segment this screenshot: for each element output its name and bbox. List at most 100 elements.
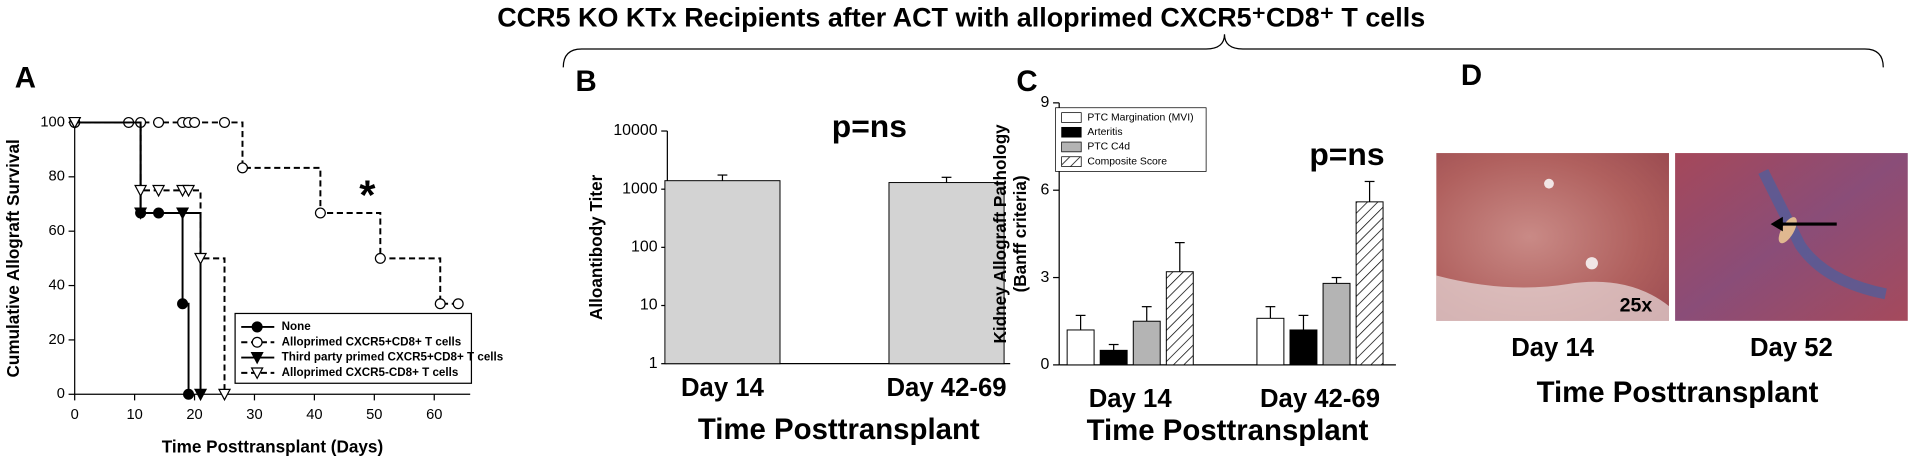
legend-label: Third party primed CXCR5+CD8+ T cells [282, 351, 504, 364]
y-tick-label: 100 [631, 239, 658, 256]
marker [374, 252, 386, 264]
panel-label: C [1016, 65, 1037, 98]
x-axis-label: Time Posttransplant [1087, 414, 1369, 447]
y-tick-label: 6 [1041, 181, 1050, 198]
y-tick-label: 100 [40, 114, 65, 130]
marker [183, 388, 195, 400]
y-tick-label: 0 [1041, 356, 1050, 373]
y-tick-label: 10 [640, 297, 658, 314]
x-tick-label: 0 [71, 407, 79, 423]
x-tick-label: 50 [366, 407, 382, 423]
legend-marker [250, 352, 264, 365]
bar [1099, 349, 1128, 366]
survival-line [74, 121, 190, 395]
marker [434, 298, 446, 310]
legend-swatch [1061, 112, 1082, 123]
y-tick-label: 20 [49, 332, 65, 348]
marker [218, 116, 231, 128]
panel-label: A [15, 61, 36, 94]
x-axis-label: Time Posttransplant (Days) [162, 437, 383, 457]
bar [1355, 201, 1384, 366]
tissue-edge [1436, 275, 1669, 321]
marker [134, 207, 148, 220]
x-axis-label: Time Posttransplant [698, 413, 980, 446]
bar [1132, 320, 1161, 366]
legend-marker [250, 367, 264, 380]
x-tick-label: 40 [306, 407, 322, 423]
panel-d: D 25x Day 14 Day 52 Time Posttransplant [1436, 59, 1908, 409]
marker [182, 184, 196, 198]
annotation: * [359, 171, 376, 218]
x-tick-label: 10 [126, 407, 142, 423]
annotation: p=ns [1309, 136, 1384, 172]
legend-label: Alloprimed CXCR5-CD8+ T cells [282, 366, 459, 379]
survival-line [74, 121, 459, 305]
marker [236, 162, 248, 174]
legend-marker [251, 321, 263, 333]
legend-box [234, 312, 473, 384]
marker [189, 116, 201, 128]
marker [194, 252, 208, 266]
fibrosis [1758, 168, 1887, 300]
y-axis-label: Alloantibody Titer [586, 174, 606, 320]
y-tick-label: 3 [1041, 269, 1050, 286]
legend-label: PTC C4d [1087, 142, 1130, 153]
bar [1322, 282, 1351, 366]
figure-title: CCR5 KO KTx Recipients after ACT with al… [497, 3, 1425, 33]
image-caption: Day 14 [1511, 334, 1595, 362]
marker [217, 388, 232, 402]
panel-label: D [1461, 59, 1482, 92]
arrow-head [1770, 216, 1783, 232]
marker [176, 207, 190, 220]
x-tick-label: 60 [426, 407, 442, 423]
y-axis-label: Kidney Allograft Pathology [990, 124, 1010, 344]
marker [152, 184, 166, 198]
vessel [1585, 257, 1598, 270]
bar [1256, 317, 1285, 366]
x-tick-label: 20 [186, 407, 202, 423]
bar [664, 180, 781, 365]
bar [1066, 329, 1095, 366]
y-axis-label: Cumulative Allograft Survival [3, 139, 23, 377]
y-tick-label: 1 [649, 355, 658, 372]
legend-label: None [282, 320, 312, 333]
legend-label: PTC Margination (MVI) [1087, 112, 1193, 123]
y-tick-label: 0 [57, 386, 65, 402]
marker [314, 207, 326, 219]
x-axis-label: Time Posttransplant [1537, 376, 1819, 409]
legend-label: Composite Score [1087, 156, 1167, 167]
marker [68, 116, 82, 130]
legend-marker [251, 336, 263, 348]
x-tick-label: Day 14 [1089, 385, 1173, 413]
marker [194, 388, 208, 402]
y-tick-label: 80 [49, 169, 65, 185]
legend-swatch [1061, 141, 1082, 153]
legend-swatch [1061, 126, 1082, 138]
legend-label: Alloprimed CXCR5+CD8+ T cells [282, 335, 462, 348]
y-tick-label: 10000 [613, 122, 657, 139]
y-tick-label: 60 [49, 223, 65, 239]
y-tick-label: 40 [49, 277, 65, 293]
y-tick-label: 1000 [622, 180, 658, 197]
magnification: 25x [1620, 294, 1653, 316]
vessel [1544, 178, 1554, 189]
x-tick-label: Day 14 [681, 374, 765, 402]
y-axis-label: (Banff criteria) [1010, 175, 1030, 292]
bar [1165, 271, 1194, 366]
y-tick-label: 9 [1041, 94, 1050, 111]
marker [452, 298, 464, 310]
x-tick-label: Day 42-69 [1260, 385, 1380, 413]
image-caption: Day 52 [1750, 334, 1833, 362]
bar [1289, 329, 1318, 366]
bar [888, 182, 1005, 365]
x-tick-label: 30 [246, 407, 262, 423]
marker [134, 184, 148, 198]
annotation: p=ns [832, 108, 907, 144]
marker [153, 116, 165, 128]
x-tick-label: Day 42-69 [887, 374, 1007, 402]
brace [562, 34, 1884, 68]
panel-label: B [576, 65, 597, 98]
legend-label: Arteritis [1087, 127, 1122, 138]
